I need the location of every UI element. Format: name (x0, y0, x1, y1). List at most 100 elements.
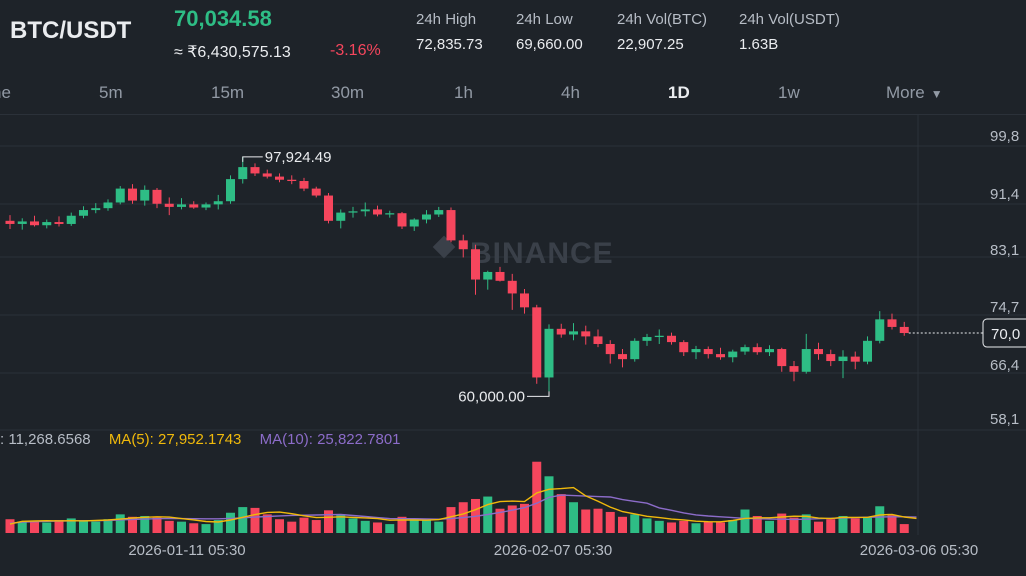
tab-time[interactable]: ne (0, 83, 11, 102)
candle (740, 344, 750, 355)
tab-1h[interactable]: 1h (454, 83, 473, 102)
candle (618, 349, 627, 368)
candle (164, 197, 174, 216)
ma5-value: MA(5): 27,952.1743 (108, 431, 242, 448)
candle-body (789, 366, 799, 372)
candle-body (446, 210, 456, 241)
candle-body (422, 214, 431, 220)
y-tick-label: 83,1 (990, 242, 1019, 259)
volume-bar (128, 516, 137, 533)
candle-body (348, 211, 358, 213)
volume-bar (177, 521, 186, 533)
candle-body (42, 222, 52, 226)
candle (103, 199, 113, 211)
candle-body (140, 189, 150, 201)
candle-body (152, 189, 162, 204)
volume-bar (863, 516, 872, 533)
candle-body (201, 204, 211, 208)
candle-body (360, 209, 370, 212)
volume-bar (507, 505, 517, 533)
pair-title[interactable]: BTC/USDT (10, 17, 132, 44)
candle (360, 202, 370, 217)
tab-1d[interactable]: 1D (668, 83, 690, 102)
volume-bar (397, 516, 407, 533)
candle (66, 212, 76, 226)
candle-body (324, 195, 333, 221)
volume-bar (311, 520, 321, 533)
ma5-line (9, 486, 917, 525)
candle (667, 332, 676, 345)
volume-bar (324, 510, 333, 533)
candle (752, 343, 762, 355)
volume-bars (5, 461, 909, 533)
y-tick-label: 99,8 (990, 128, 1019, 145)
header-divider (0, 114, 1026, 115)
candle-body (899, 326, 909, 334)
volume-bar (348, 518, 358, 533)
candle-body (262, 173, 272, 177)
volume-bar (765, 520, 774, 533)
candle (409, 218, 419, 231)
candle-body (716, 354, 725, 358)
candlestick-chart[interactable]: BINANCE 97,924.49 60,000.00 99,8 91,4 83,1 7… (0, 115, 1026, 576)
candle (226, 175, 235, 204)
candle (838, 350, 848, 379)
tab-4h[interactable]: 4h (561, 83, 580, 102)
tab-5m[interactable]: 5m (99, 83, 123, 102)
candle (287, 175, 297, 185)
volume-bar (385, 524, 395, 533)
candle-body (164, 203, 174, 207)
volume-bar (544, 476, 554, 533)
candle (348, 206, 358, 218)
candle-body (91, 208, 101, 211)
volume-ma-lines (9, 486, 917, 525)
tab-more[interactable]: More ▼ (886, 83, 943, 103)
candle-body (765, 349, 774, 353)
volume-bar (213, 520, 223, 533)
candle (642, 333, 652, 346)
candle (299, 177, 309, 192)
candle (397, 211, 407, 230)
candle-body (581, 331, 591, 337)
binance-watermark: BINANCE (470, 237, 614, 270)
candle-body (336, 212, 346, 221)
candle-body (752, 347, 762, 353)
candle-body (115, 188, 125, 203)
last-price-marker: 70,0 (908, 318, 1026, 348)
candle (177, 198, 186, 210)
candle-body (226, 179, 235, 202)
last-price-label: 70,0 (991, 326, 1020, 343)
candle (471, 244, 480, 295)
candle (54, 216, 64, 227)
stat-value: 69,660.00 (516, 36, 583, 53)
volume-bar (728, 520, 738, 533)
tab-1w[interactable]: 1w (778, 83, 800, 102)
tab-30m[interactable]: 30m (331, 83, 365, 102)
volume-bar (716, 522, 725, 533)
candle (789, 361, 799, 382)
volume-bar (495, 508, 505, 533)
x-tick-label: 2026-03-06 05:30 (860, 542, 978, 559)
candle-body (54, 222, 64, 224)
low-label: 60,000.00 (458, 388, 525, 405)
volume-bar (91, 521, 101, 533)
candle-body (544, 328, 554, 378)
candle-body (556, 328, 566, 335)
candle (716, 347, 725, 360)
candle-body (189, 204, 199, 208)
candle (458, 234, 468, 258)
volume-bar (605, 511, 615, 533)
y-tick-label: 66,4 (990, 357, 1019, 374)
volume-bar (642, 518, 652, 533)
candle-body (520, 293, 529, 308)
interval-tabs: ne 5m 15m 30m 1h 4h 1D 1w More ▼ (0, 70, 1026, 114)
candle-body (458, 240, 468, 250)
candle-body (471, 249, 480, 280)
candle (213, 194, 223, 210)
y-axis-ticks: 99,8 91,4 83,1 74,7 66,4 58,1 (990, 128, 1019, 428)
candle (128, 184, 137, 204)
tab-15m[interactable]: 15m (211, 83, 245, 102)
stat-value: 72,835.73 (416, 36, 483, 53)
stat-value: 22,907.25 (617, 36, 684, 53)
volume-legend: : 11,268.6568 MA(5): 27,952.1743 MA(10):… (0, 431, 415, 448)
